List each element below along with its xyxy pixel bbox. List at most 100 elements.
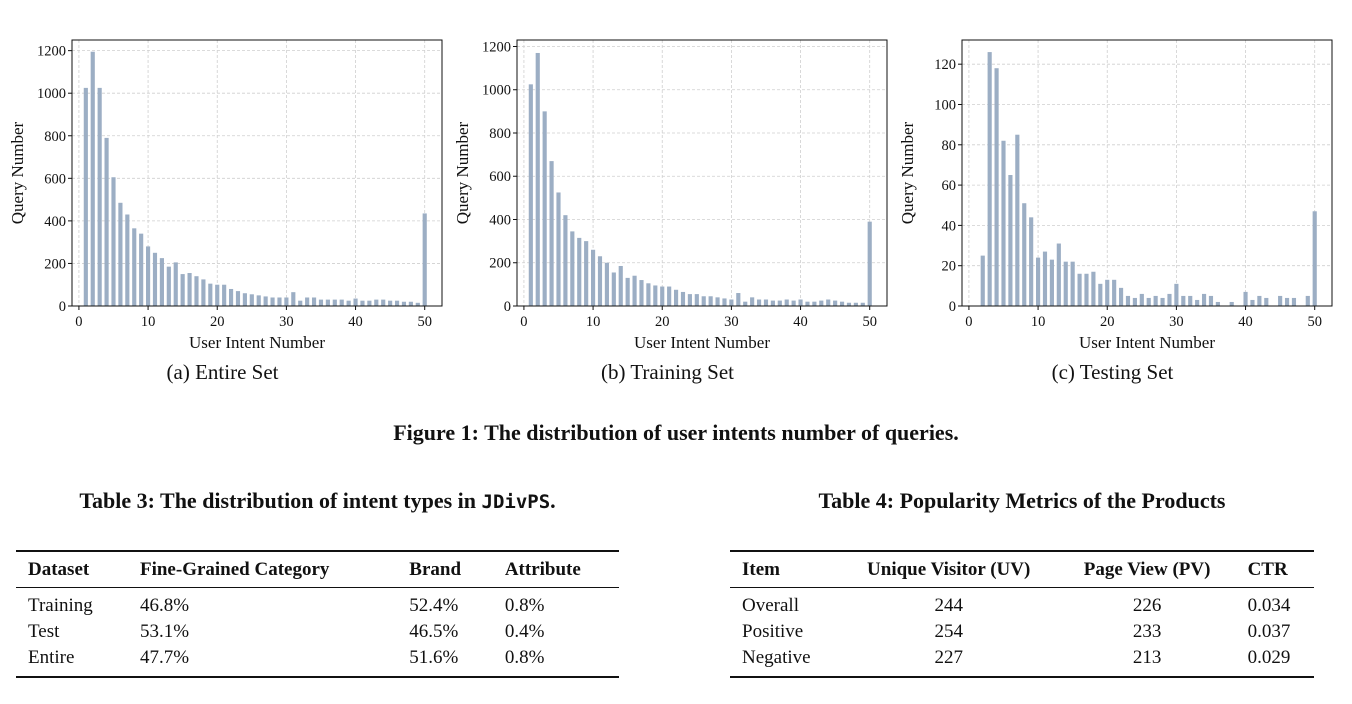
y-tick-label: 400	[44, 214, 66, 230]
x-tick-label: 20	[1100, 314, 1115, 330]
bar	[118, 202, 123, 306]
table-cell: 53.1%	[139, 621, 190, 642]
x-axis-label: User Intent Number	[189, 333, 325, 352]
x-tick-label: 30	[724, 314, 739, 330]
bar	[805, 301, 810, 306]
bar	[1167, 293, 1172, 306]
table-cell: 233	[1132, 621, 1162, 642]
bar	[146, 246, 151, 306]
subfigure-caption: (a) Entire Set	[166, 360, 279, 384]
bar	[667, 286, 672, 306]
table-cell: 52.4%	[409, 595, 459, 616]
bar	[1077, 273, 1082, 306]
bar	[632, 275, 637, 306]
table-header: Dataset	[16, 550, 128, 588]
bar	[235, 291, 241, 306]
bar	[1022, 203, 1027, 306]
bar	[1070, 261, 1075, 306]
bar	[680, 291, 686, 306]
bar	[1250, 299, 1255, 306]
bar	[528, 84, 533, 306]
bar	[798, 299, 803, 306]
bar	[298, 300, 303, 306]
table-row: Negative 227 213 0.029	[730, 645, 1314, 678]
bar	[1091, 271, 1096, 306]
table3-caption: Table 3: The distribution of intent type…	[16, 488, 619, 514]
bar	[90, 51, 95, 307]
bar	[729, 299, 734, 306]
bar	[325, 299, 330, 306]
bar	[166, 266, 171, 306]
table-cell: 254	[934, 621, 963, 642]
table-cell: Negative	[730, 645, 839, 678]
y-tick-label: 400	[489, 212, 511, 228]
bar	[408, 301, 413, 306]
bar	[839, 301, 845, 306]
bar	[660, 286, 665, 306]
bar	[152, 252, 158, 306]
x-tick-label: 50	[417, 314, 432, 330]
bar	[826, 299, 831, 306]
bar	[770, 300, 775, 306]
y-tick-label: 100	[934, 97, 956, 113]
bar	[1112, 279, 1117, 306]
bar	[1201, 293, 1207, 306]
bar	[291, 292, 296, 306]
y-tick-label: 800	[44, 129, 66, 145]
bar	[263, 296, 268, 306]
table-header: Fine-Grained Category	[127, 550, 398, 588]
table3-caption-suffix: .	[550, 488, 556, 513]
y-axis-label: Query Number	[898, 121, 917, 224]
bar	[1001, 140, 1006, 306]
x-tick-label: 10	[141, 314, 156, 330]
y-tick-label: 80	[942, 138, 957, 154]
table-header-row: Item Unique Visitor (UV) Page View (PV) …	[730, 550, 1314, 588]
subfigure-caption: (c) Testing Set	[1051, 360, 1174, 384]
table4: Item Unique Visitor (UV) Page View (PV) …	[730, 550, 1314, 678]
bar	[125, 214, 130, 306]
bar	[311, 297, 317, 306]
bar	[215, 284, 220, 306]
table-cell: Entire	[16, 645, 128, 678]
table-row: Training 46.8% 52.4% 0.8%	[16, 588, 619, 620]
y-tick-label: 0	[59, 299, 66, 315]
bar	[701, 296, 706, 306]
bar	[994, 68, 999, 306]
x-tick-label: 50	[862, 314, 877, 330]
bar	[736, 293, 741, 306]
bar	[1036, 257, 1041, 306]
bar	[1312, 211, 1317, 306]
table-header: Attribute	[492, 550, 619, 588]
figure-caption: Figure 1: The distribution of user inten…	[393, 420, 959, 445]
plot-frame	[961, 39, 1333, 307]
bar	[270, 297, 275, 306]
y-tick-label: 200	[44, 256, 66, 272]
table-row: Entire 47.7% 51.6% 0.8%	[16, 645, 619, 678]
table-cell: Positive	[742, 621, 804, 642]
bar	[1264, 297, 1269, 306]
bar	[1305, 295, 1310, 306]
table-cell: 0.037	[1247, 621, 1291, 642]
bar	[791, 300, 796, 306]
bar	[1049, 259, 1054, 306]
bar	[1181, 295, 1186, 306]
table-cell: 51.6%	[397, 645, 493, 678]
bar	[618, 265, 623, 306]
bar	[1284, 297, 1290, 306]
table-header: Unique Visitor (UV)	[838, 550, 1059, 588]
table-cell: 0.4%	[504, 621, 545, 642]
bar	[1215, 301, 1220, 306]
y-tick-label: 800	[489, 126, 511, 142]
table-header: Item	[730, 550, 839, 588]
y-tick-label: 200	[489, 256, 511, 272]
table3-caption-text: Table 3: The distribution of intent type…	[79, 488, 482, 513]
bar	[222, 284, 227, 306]
y-tick-label: 1200	[482, 39, 511, 55]
table-cell: 244	[934, 595, 963, 616]
bar	[1118, 287, 1124, 306]
bar	[591, 249, 596, 306]
bar	[394, 300, 400, 306]
bar	[83, 87, 88, 306]
bar	[819, 300, 824, 306]
table3: Dataset Fine-Grained Category Brand Attr…	[16, 550, 619, 678]
